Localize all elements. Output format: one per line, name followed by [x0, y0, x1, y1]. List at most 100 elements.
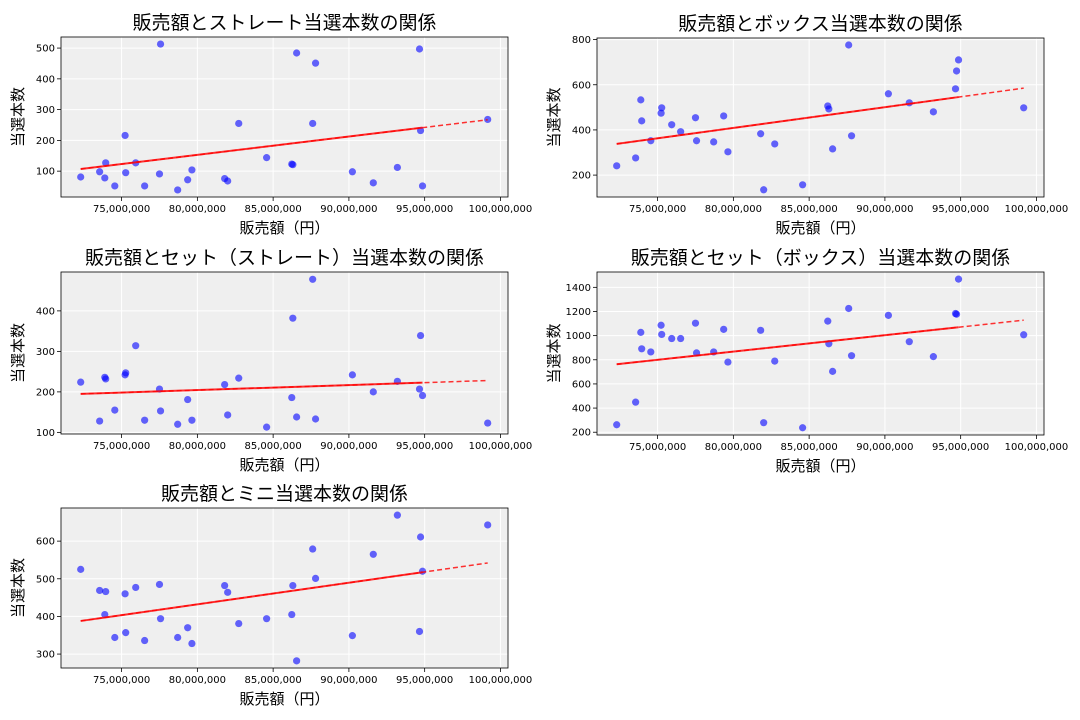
y-tick-label: 1000 [566, 331, 591, 342]
x-tick-label: 75,000,000 [93, 441, 150, 452]
y-tick-label: 400 [36, 74, 55, 85]
x-tick-label: 100,000,000 [469, 441, 533, 452]
data-point [724, 358, 732, 366]
data-point [952, 310, 961, 318]
data-point [293, 657, 301, 665]
data-point [393, 163, 401, 172]
x-tick-label: 95,000,000 [396, 675, 453, 686]
y-tick-label: 200 [572, 428, 591, 439]
y-tick-label: 200 [572, 171, 591, 182]
data-point [263, 423, 271, 431]
data-point [132, 342, 140, 350]
trend-line [616, 326, 959, 366]
data-point [235, 374, 243, 382]
data-point [484, 521, 492, 529]
data-point [111, 633, 119, 642]
data-point [845, 41, 853, 49]
data-point [658, 330, 666, 339]
data-point [101, 174, 109, 182]
data-point [311, 574, 320, 583]
data-point [221, 581, 229, 590]
trend-line [80, 381, 423, 395]
data-point [289, 314, 297, 322]
y-axis-label: 当選本数 [545, 323, 563, 383]
data-point [77, 565, 85, 573]
y-tick-label: 200 [36, 387, 55, 398]
data-point [111, 406, 119, 414]
data-point [668, 121, 676, 129]
data-point [845, 304, 853, 313]
x-tick-label: 100,000,000 [1005, 442, 1069, 453]
y-tick-label: 300 [36, 650, 55, 661]
axes-frame [596, 271, 1045, 436]
x-tick-label: 75,000,000 [629, 204, 686, 215]
data-point [235, 119, 243, 128]
x-axis-label: 販売額（円） [239, 456, 329, 474]
y-tick-label: 300 [36, 105, 55, 116]
data-point [309, 119, 317, 128]
y-tick-label: 800 [572, 35, 591, 46]
y-tick-label: 1200 [566, 307, 591, 318]
data-point [825, 105, 833, 113]
y-tick-label: 400 [36, 612, 55, 623]
data-point [141, 182, 149, 190]
data-point [96, 417, 104, 425]
data-point [724, 148, 732, 156]
data-point [613, 421, 621, 429]
data-point [884, 311, 892, 319]
data-point [369, 388, 377, 396]
plot-area [597, 38, 1044, 197]
data-point [122, 169, 130, 177]
x-axis-label: 販売額（円） [239, 690, 329, 708]
data-point [155, 170, 164, 178]
data-point [184, 176, 192, 184]
y-tick-label: 400 [36, 306, 55, 317]
data-point [720, 112, 728, 120]
subplot-5: 75,000,000 80,000,000 85,000,000 90,000,000… [9, 483, 532, 708]
data-point [884, 90, 892, 98]
data-point [184, 395, 192, 404]
data-point [174, 186, 182, 194]
data-point [954, 275, 963, 283]
data-point [954, 56, 963, 64]
data-point [691, 319, 700, 327]
y-tick-label: 400 [572, 125, 591, 136]
data-point [311, 59, 320, 67]
x-tick-label: 85,000,000 [245, 204, 302, 215]
data-point [632, 154, 640, 162]
data-point [102, 375, 110, 383]
data-point [221, 380, 229, 389]
chart-title: 販売額とセット（ボックス）当選本数の関係 [631, 247, 1010, 269]
data-point [484, 115, 492, 124]
data-point [132, 583, 140, 592]
data-point [757, 130, 765, 138]
y-tick-label: 100 [36, 167, 55, 178]
data-point [760, 186, 768, 194]
x-tick-label: 85,000,000 [245, 441, 302, 452]
axes-frame [60, 271, 509, 435]
data-point [188, 416, 196, 424]
y-tick-label: 100 [36, 428, 55, 439]
data-point [415, 627, 424, 636]
data-point [174, 633, 182, 642]
data-point [102, 159, 110, 167]
data-point [658, 104, 666, 112]
data-point [1020, 104, 1028, 112]
data-point [657, 109, 665, 117]
x-tick-label: 95,000,000 [396, 441, 453, 452]
y-axis-label: 当選本数 [9, 558, 27, 618]
data-point [1020, 331, 1028, 339]
data-point [293, 49, 301, 57]
x-tick-label: 90,000,000 [320, 204, 377, 215]
data-point [348, 168, 356, 176]
data-point [141, 416, 149, 424]
data-point [102, 587, 110, 596]
data-point [289, 161, 297, 169]
y-axis-label: 当選本数 [545, 87, 563, 147]
data-point [847, 132, 856, 140]
x-tick-label: 80,000,000 [705, 204, 762, 215]
data-point [188, 639, 196, 648]
data-point [77, 378, 85, 386]
y-axis-label: 当選本数 [9, 87, 27, 147]
